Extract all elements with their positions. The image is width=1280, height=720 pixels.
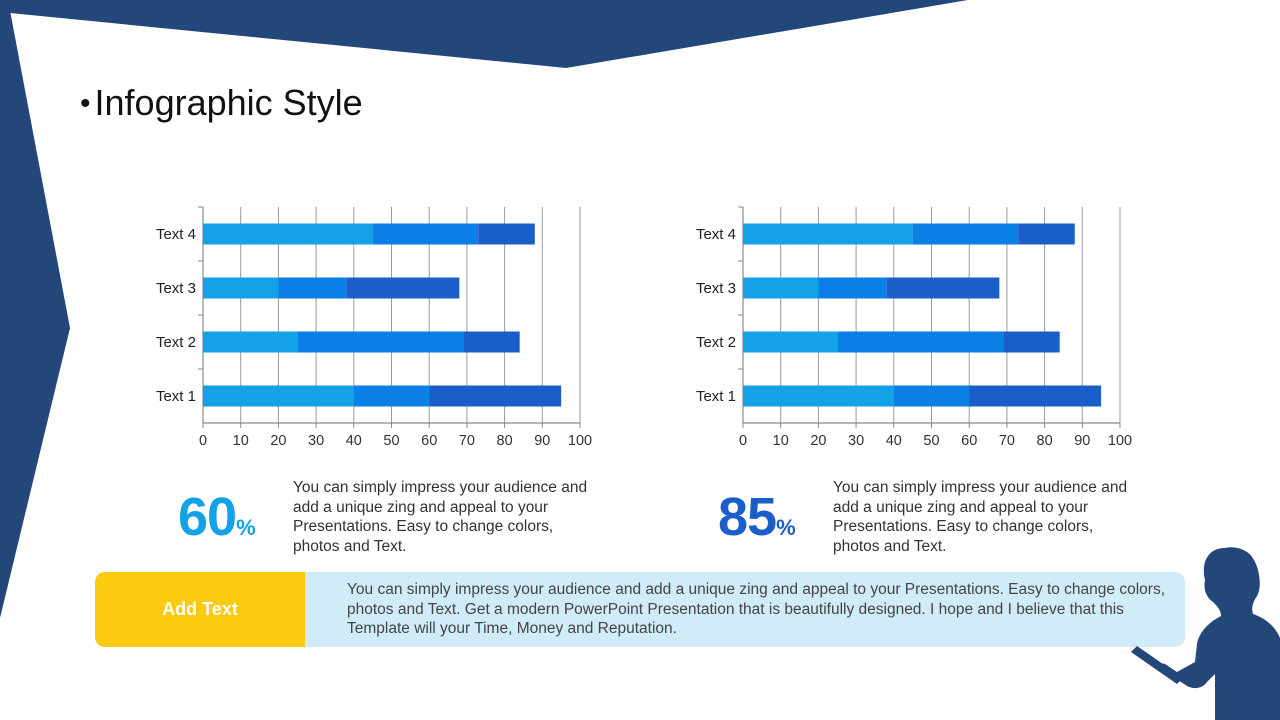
x-tick-label: 40	[346, 433, 362, 449]
top-banner-shape	[0, 0, 968, 68]
y-tick-label: Text 4	[156, 226, 196, 243]
stat-left: 60%	[178, 486, 256, 548]
x-tick-label: 60	[421, 433, 437, 449]
bar-segment	[478, 223, 535, 245]
bar-segment	[912, 223, 1019, 245]
bar-segment	[1003, 331, 1060, 353]
bar-segment	[203, 223, 373, 245]
bar-segment	[203, 331, 298, 353]
x-tick-label: 70	[459, 433, 475, 449]
x-tick-label: 100	[1108, 433, 1132, 449]
y-tick-label: Text 3	[156, 280, 196, 297]
bar-segment	[1018, 223, 1075, 245]
bar-segment	[743, 277, 819, 299]
bar-chart-right: 0 10 20 30 40 50 60 70 80 90 100 Text 1 Text 2 Text 3…	[696, 206, 1132, 449]
x-tick-label: 90	[534, 433, 550, 449]
x-tick-label: 80	[1037, 433, 1053, 449]
x-tick-label: 70	[999, 433, 1015, 449]
bar-segment	[837, 331, 1004, 353]
bar-segment	[818, 277, 887, 299]
stat-right: 85%	[718, 486, 796, 548]
title-bullet: •	[80, 87, 91, 120]
x-tick-label: 100	[568, 433, 592, 449]
x-tick-label: 50	[383, 433, 399, 449]
y-tick-label: Text 2	[696, 334, 736, 351]
bar-segment	[743, 385, 894, 407]
bar-segment	[203, 277, 279, 299]
bar-segment	[429, 385, 562, 407]
bar-segment	[372, 223, 479, 245]
bar-segment	[353, 385, 430, 407]
bar-segment	[743, 331, 838, 353]
bottom-text-box: Add Text You can simply impress your aud…	[95, 572, 1185, 647]
bar-segment	[886, 277, 1000, 299]
stat-right-description: You can simply impress your audience and…	[833, 479, 1128, 555]
bar-segment	[203, 385, 354, 407]
y-tick-label: Text 3	[696, 280, 736, 297]
y-tick-label: Text 1	[696, 388, 736, 405]
bar-segment	[969, 385, 1102, 407]
x-tick-label: 10	[773, 433, 789, 449]
y-tick-label: Text 2	[156, 334, 196, 351]
stat-right-unit: %	[776, 515, 796, 540]
x-tick-label: 50	[923, 433, 939, 449]
x-tick-label: 0	[199, 433, 207, 449]
bar-segment	[893, 385, 970, 407]
x-tick-label: 20	[270, 433, 286, 449]
x-tick-label: 20	[810, 433, 826, 449]
x-tick-label: 40	[886, 433, 902, 449]
page-title: • Infographic Style	[80, 82, 363, 124]
bar-segment	[463, 331, 520, 353]
bar-segment	[346, 277, 460, 299]
x-tick-label: 30	[848, 433, 864, 449]
bar-segment	[278, 277, 347, 299]
stat-right-value: 85	[718, 487, 777, 547]
y-tick-label: Text 1	[156, 388, 196, 405]
x-tick-label: 80	[497, 433, 513, 449]
woman-with-clipboard-silhouette-icon	[1131, 547, 1280, 720]
bar-segment	[297, 331, 464, 353]
stat-left-description: You can simply impress your audience and…	[293, 479, 588, 555]
stat-left-value: 60	[178, 487, 237, 547]
x-tick-label: 30	[308, 433, 324, 449]
page-title-text: Infographic Style	[94, 82, 363, 123]
x-tick-label: 60	[961, 433, 977, 449]
bottom-description: You can simply impress your audience and…	[347, 581, 1165, 637]
stat-left-unit: %	[236, 515, 256, 540]
x-tick-label: 0	[739, 433, 747, 449]
left-panel-shape	[0, 0, 70, 618]
bar-chart-left: 0 10 20 30 40 50 60 70 80 90 100 Text 1 Text 2 Text 3…	[156, 206, 592, 449]
add-text-label: Add Text	[95, 572, 305, 647]
x-tick-label: 10	[233, 433, 249, 449]
bar-segment	[743, 223, 913, 245]
y-tick-label: Text 4	[696, 226, 736, 243]
x-tick-label: 90	[1074, 433, 1090, 449]
